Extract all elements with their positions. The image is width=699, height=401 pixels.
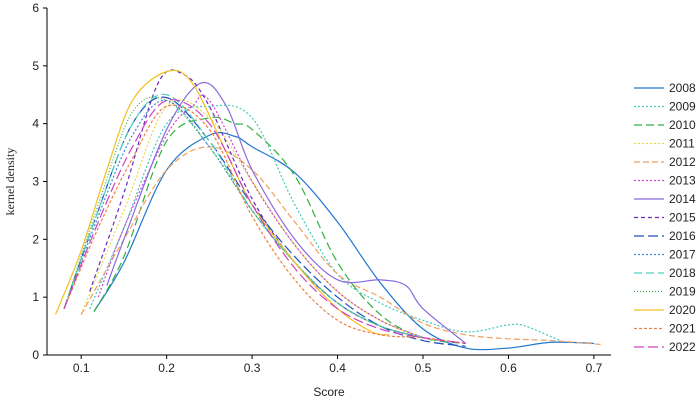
series-line-2010 <box>93 116 466 345</box>
y-axis-title: kernel density <box>3 148 17 216</box>
series-line-2019 <box>63 96 424 339</box>
y-tick-label: 1 <box>32 290 39 304</box>
legend-label-2015: 2015 <box>669 211 696 225</box>
x-tick-label: 0.3 <box>244 361 261 375</box>
legend-label-2019: 2019 <box>669 285 696 299</box>
x-tick-label: 0.1 <box>73 361 90 375</box>
legend-label-2010: 2010 <box>669 118 696 132</box>
legend-label-2013: 2013 <box>669 174 696 188</box>
legend-label-2017: 2017 <box>669 248 696 262</box>
legend-label-2009: 2009 <box>669 100 696 114</box>
legend-label-2016: 2016 <box>669 229 696 243</box>
series-line-2018 <box>63 93 424 339</box>
series-line-2017 <box>63 99 424 339</box>
x-tick-label: 0.7 <box>586 361 603 375</box>
x-tick-label: 0.6 <box>500 361 517 375</box>
legend-label-2008: 2008 <box>669 81 696 95</box>
series-line-2013 <box>97 94 424 339</box>
x-tick-label: 0.2 <box>158 361 175 375</box>
series-line-2020 <box>54 69 389 336</box>
axes <box>46 8 611 356</box>
series-line-2014 <box>106 81 467 344</box>
x-tick-label: 0.5 <box>415 361 432 375</box>
legend-label-2020: 2020 <box>669 303 696 317</box>
legend-label-2012: 2012 <box>669 155 696 169</box>
series-line-2021 <box>63 104 466 345</box>
series-line-2012 <box>80 146 603 346</box>
y-tick-label: 3 <box>32 175 39 189</box>
y-tick-label: 0 <box>32 348 39 362</box>
plot-area <box>54 69 603 351</box>
legend-label-2022: 2022 <box>669 340 696 354</box>
series-line-2022 <box>63 99 466 345</box>
legend-label-2021: 2021 <box>669 322 696 336</box>
y-tick-label: 4 <box>32 117 39 131</box>
x-tick-label: 0.4 <box>329 361 346 375</box>
y-tick-label: 6 <box>32 1 39 15</box>
series-line-2016 <box>63 96 466 347</box>
series-line-2009 <box>89 104 560 342</box>
x-axis-title: Score <box>313 385 345 399</box>
y-axis-ticks: 0 1 2 3 4 5 6 <box>32 1 47 362</box>
legend-label-2014: 2014 <box>669 192 696 206</box>
series-line-2011 <box>80 99 441 342</box>
legend: 2008 2009 2010 2011 2012 2013 2014 2015 2016 2017… <box>634 81 696 354</box>
series-line-2015 <box>89 69 424 339</box>
y-tick-label: 2 <box>32 232 39 246</box>
legend-label-2018: 2018 <box>669 266 696 280</box>
x-axis-ticks: 0.1 0.2 0.3 0.4 0.5 0.6 0.7 <box>73 355 603 375</box>
series-line-2008 <box>93 132 594 351</box>
y-tick-label: 5 <box>32 59 39 73</box>
legend-label-2011: 2011 <box>669 137 695 151</box>
